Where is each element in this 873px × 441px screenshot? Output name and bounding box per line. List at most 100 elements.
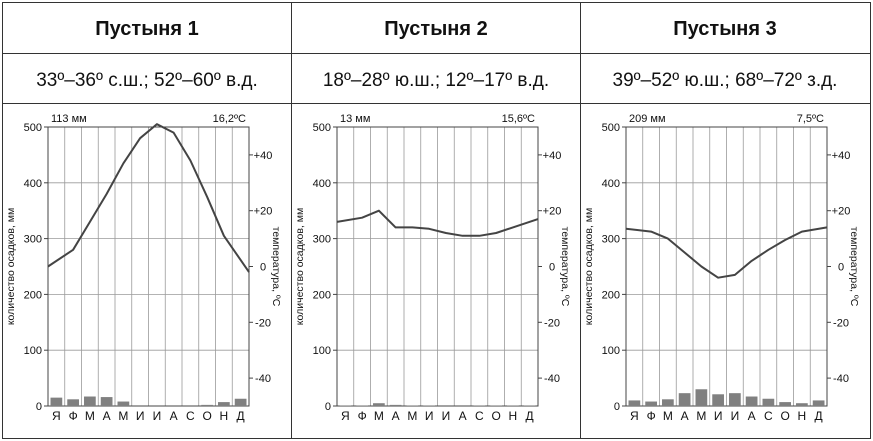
right-tick-label: 0	[260, 262, 266, 274]
annual-temperature-label: 15,6ºC	[502, 113, 535, 125]
temperature-line	[336, 209, 539, 237]
right-tick-label: +20	[254, 206, 273, 218]
precip-bar	[218, 402, 230, 406]
temperature-line	[47, 123, 250, 273]
month-label: Д	[237, 409, 245, 423]
precip-bar	[406, 405, 419, 406]
right-tick-label: -40	[255, 373, 271, 385]
precip-bar	[695, 389, 708, 406]
month-label: О	[491, 409, 500, 423]
precip-bar	[50, 397, 63, 406]
annual-temperature-label: 7,5ºC	[797, 113, 824, 125]
month-label: Я	[52, 409, 61, 423]
month-label: Я	[630, 409, 639, 423]
left-tick-label: 400	[602, 178, 620, 190]
right-tick-label: +40	[832, 150, 851, 162]
precip-bar	[678, 393, 691, 406]
left-tick-label: 300	[24, 234, 42, 246]
month-label: Ф	[358, 409, 367, 423]
precip-bar	[745, 396, 758, 406]
month-label: И	[714, 409, 723, 423]
y-axis-title: количество осадков, мм	[583, 208, 595, 325]
y2-axis-title: температура, ºC	[270, 227, 282, 307]
y2-axis-title: температура, ºC	[559, 227, 571, 307]
y2-axis-title: температура, ºC	[848, 227, 860, 307]
right-tick-label: +20	[543, 206, 562, 218]
right-tick-label: -20	[833, 317, 849, 329]
left-tick-label: 400	[313, 178, 331, 190]
month-label: О	[202, 409, 211, 423]
right-tick-label: -20	[544, 317, 560, 329]
left-tick-label: 100	[313, 345, 331, 357]
month-label: И	[442, 409, 451, 423]
right-tick-label: +40	[543, 150, 562, 162]
month-label: А	[170, 409, 178, 423]
month-label: Н	[509, 409, 518, 423]
precip-bar	[389, 404, 402, 406]
left-tick-label: 0	[36, 401, 42, 413]
month-label: С	[764, 409, 773, 423]
precip-bar	[423, 405, 435, 406]
annual-precipitation-label: 209 мм	[629, 113, 666, 125]
left-tick-label: 300	[313, 234, 331, 246]
month-label: Я	[341, 409, 350, 423]
precip-bar	[779, 402, 791, 406]
month-label: И	[731, 409, 740, 423]
right-tick-label: -20	[255, 317, 271, 329]
right-tick-label: 0	[838, 262, 844, 274]
right-tick-label: +40	[254, 150, 273, 162]
header-desert-1: Пустыня 1	[95, 18, 198, 40]
month-label: И	[136, 409, 145, 423]
left-tick-label: 400	[24, 178, 42, 190]
precip-bar	[67, 399, 79, 406]
month-label: М	[118, 409, 128, 423]
precip-bar	[473, 405, 486, 406]
month-label: И	[153, 409, 162, 423]
month-label: Н	[220, 409, 229, 423]
precip-bar	[662, 399, 674, 406]
left-tick-label: 0	[614, 401, 620, 413]
month-label: М	[696, 409, 706, 423]
header-desert-2: Пустыня 2	[384, 18, 487, 40]
precip-bar	[234, 398, 247, 406]
right-tick-label: -40	[833, 373, 849, 385]
climate-chart-desert-1: 500 400 300 200 100 0 +40 +20 0 -20 -40 113 мм 16,2º…	[5, 113, 282, 423]
left-tick-label: 100	[24, 345, 42, 357]
header-desert-3: Пустыня 3	[673, 18, 776, 40]
precip-bar	[507, 405, 519, 406]
y-axis-title: количество осадков, мм	[5, 208, 17, 325]
precip-bar	[117, 401, 130, 406]
annual-precipitation-label: 113 мм	[51, 113, 87, 125]
right-tick-label: +20	[832, 206, 851, 218]
left-tick-label: 200	[313, 289, 331, 301]
precip-bar	[201, 404, 213, 406]
precip-bar	[490, 405, 502, 406]
temperature-line	[625, 226, 828, 279]
precip-bar	[712, 394, 724, 406]
y-axis-title: количество осадков, мм	[294, 208, 306, 325]
month-label: М	[663, 409, 673, 423]
right-tick-label: 0	[549, 262, 555, 274]
month-label: О	[780, 409, 789, 423]
month-label: Ф	[69, 409, 78, 423]
precip-bar	[356, 405, 368, 406]
precip-bar	[645, 401, 657, 406]
month-label: А	[748, 409, 756, 423]
month-label: А	[459, 409, 467, 423]
left-tick-label: 500	[24, 122, 42, 134]
left-tick-label: 500	[313, 122, 331, 134]
month-label: Ф	[647, 409, 656, 423]
month-label: Д	[815, 409, 823, 423]
precip-bar	[628, 400, 641, 406]
precip-bar	[796, 403, 808, 406]
coords-desert-1: 33º–36º с.ш.; 52º–60º в.д.	[36, 70, 258, 91]
climate-chart-desert-3: 500 400 300 200 100 0 +40 +20 0 -20 -40 209 мм 7,5ºC…	[583, 113, 860, 423]
climate-chart-desert-2: 500 400 300 200 100 0 +40 +20 0 -20 -40 13 мм 15,6ºC…	[294, 113, 571, 423]
left-tick-label: 300	[602, 234, 620, 246]
precip-bar	[812, 400, 825, 406]
month-label: Д	[526, 409, 534, 423]
month-label: М	[407, 409, 417, 423]
month-label: А	[103, 409, 111, 423]
left-tick-label: 0	[325, 401, 331, 413]
